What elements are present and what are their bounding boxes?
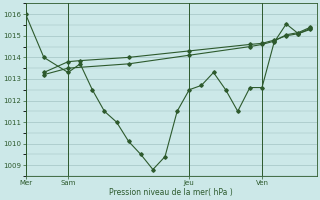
X-axis label: Pression niveau de la mer( hPa ): Pression niveau de la mer( hPa ) <box>109 188 233 197</box>
